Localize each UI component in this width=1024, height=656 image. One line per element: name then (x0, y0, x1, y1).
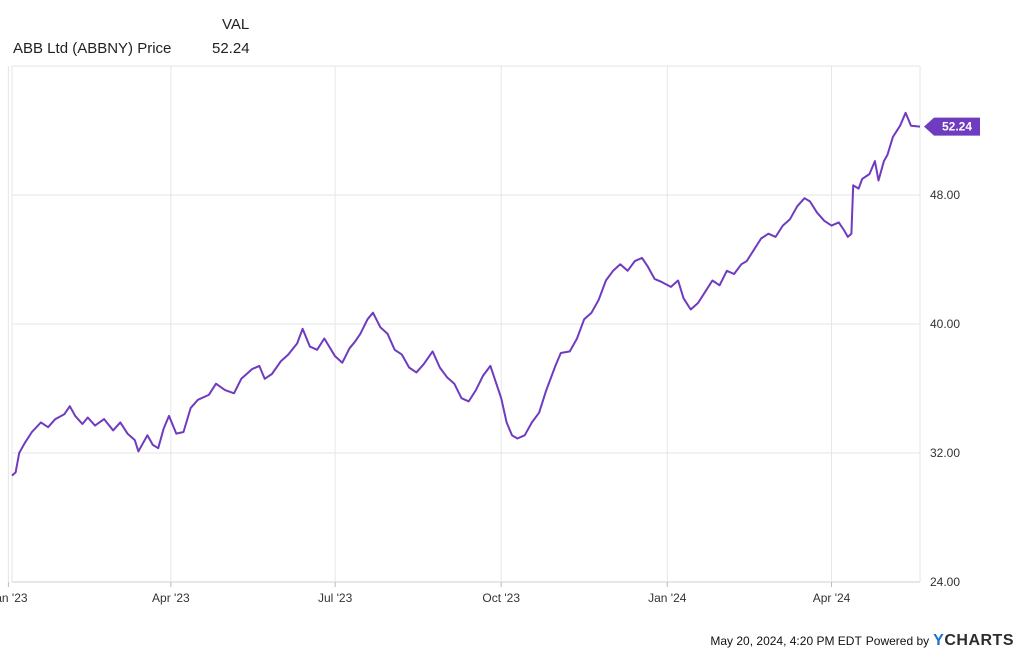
y-tick-label: 40.00 (930, 317, 960, 331)
y-tick-label: 24.00 (930, 575, 960, 589)
price-series-line (11, 111, 921, 477)
legend-column-header: VAL (222, 16, 250, 33)
x-tick-label: Jul '23 (318, 591, 353, 605)
ycharts-logo-text: CHARTS (944, 632, 1014, 649)
x-tick-label: Oct '23 (482, 591, 520, 605)
x-tick-label: Jan '24 (648, 591, 687, 605)
y-tick-label: 32.00 (930, 446, 960, 460)
legend-series-name: ABB Ltd (ABBNY) Price (13, 40, 172, 57)
last-value-label: 52.24 (942, 120, 972, 134)
footer-timestamp: May 20, 2024, 4:20 PM EDT (710, 634, 862, 648)
ycharts-logo[interactable]: YCHARTS (933, 632, 1014, 650)
legend-series-value: 52.24 (212, 40, 250, 57)
x-tick-label: Apr '24 (813, 591, 851, 605)
x-tick-label: Jan '23 (0, 591, 28, 605)
x-tick-label: Apr '23 (152, 591, 190, 605)
footer-powered-by: Powered by (865, 634, 930, 648)
footer: May 20, 2024, 4:20 PM EDT Powered by YCH… (710, 632, 1014, 650)
ycharts-logo-y: Y (933, 632, 945, 649)
last-value-flag (924, 117, 980, 136)
y-tick-label: 48.00 (930, 188, 960, 202)
